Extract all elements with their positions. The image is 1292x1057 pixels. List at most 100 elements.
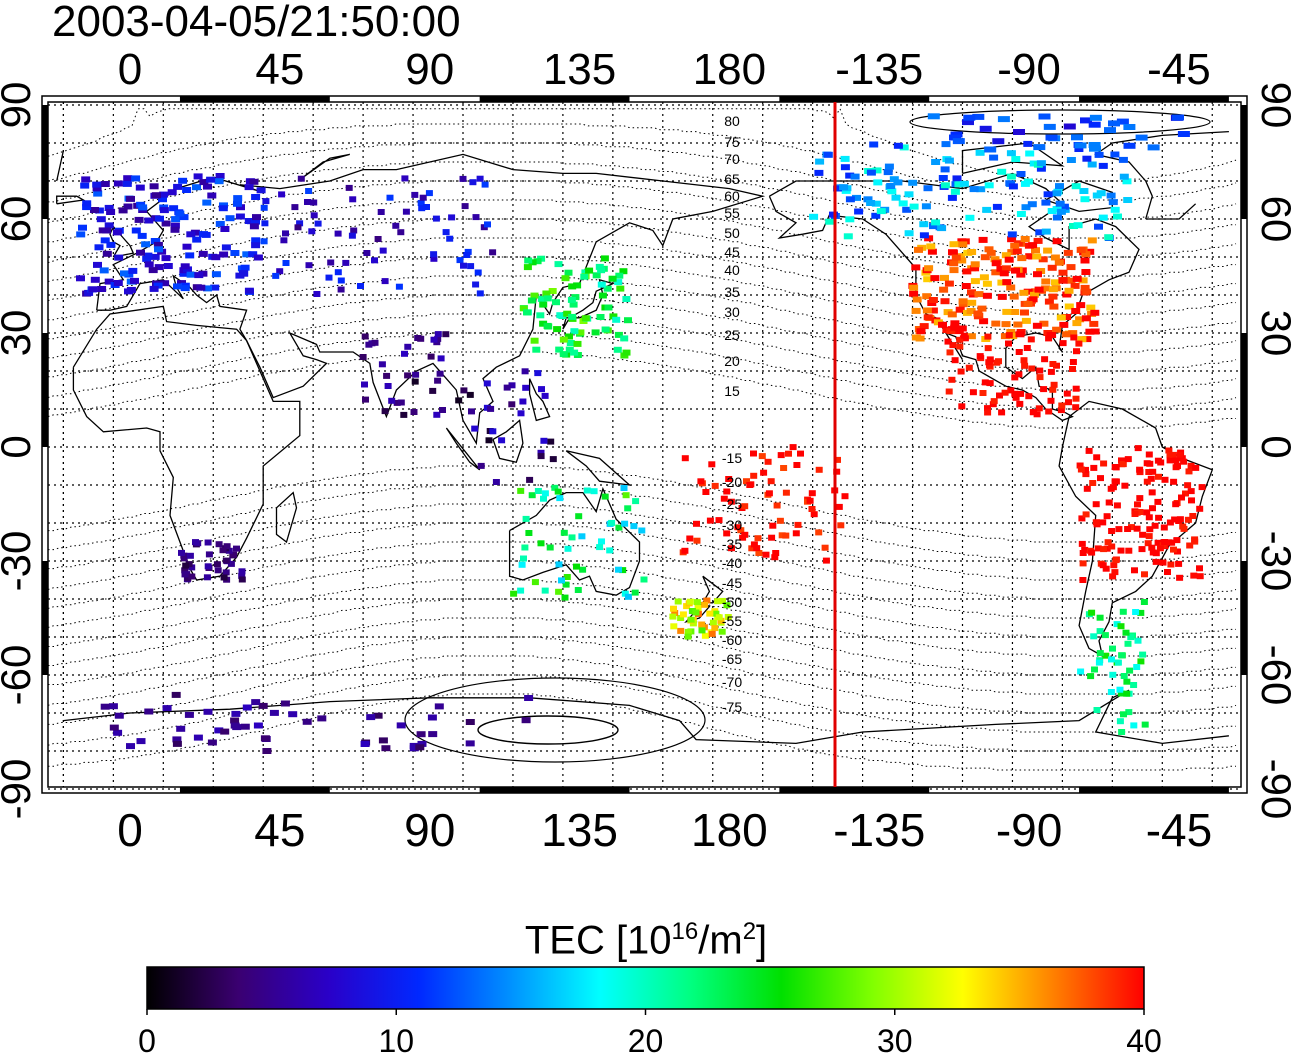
coastline: [56, 130, 1229, 220]
tec-point: [199, 179, 209, 186]
tec-point: [232, 724, 242, 731]
tec-point: [222, 569, 230, 576]
tec-point: [1048, 286, 1058, 293]
tec-point: [1081, 546, 1089, 553]
tec-point: [866, 200, 876, 206]
tec-point: [1161, 539, 1169, 545]
tec-point: [975, 149, 985, 156]
tec-point: [415, 744, 425, 751]
tec-point: [144, 261, 154, 268]
tec-point: [411, 191, 419, 198]
tec-point: [465, 740, 475, 747]
tec-point: [142, 255, 152, 262]
tec-point: [1098, 214, 1108, 221]
tec-point: [815, 529, 823, 536]
tec-point: [302, 718, 312, 725]
tec-point: [215, 173, 225, 179]
tec-point: [743, 478, 750, 485]
tec-point: [833, 185, 843, 192]
tec-point: [1032, 322, 1042, 329]
tec-point: [310, 212, 318, 219]
tec-point: [949, 342, 957, 349]
tec-point: [1068, 330, 1078, 337]
tec-point: [94, 244, 104, 251]
y-tick-labels-left: 90 60 30 0 -30 -60 -90: [0, 82, 39, 820]
tec-point: [909, 203, 919, 210]
tec-point: [1043, 191, 1053, 198]
tec-point: [483, 380, 491, 387]
tec-point: [984, 405, 991, 412]
tec-point: [148, 267, 158, 274]
tec-point: [1148, 489, 1156, 496]
tec-point: [986, 380, 994, 387]
tec-point: [1033, 237, 1043, 244]
tec-point: [251, 237, 261, 244]
tec-point: [1075, 316, 1085, 323]
tec-point: [541, 587, 549, 594]
contour-label: 60: [724, 188, 740, 204]
tec-point: [985, 359, 993, 366]
tec-point: [748, 545, 756, 552]
tec-point: [969, 186, 979, 193]
tec-point: [520, 555, 527, 562]
tec-point: [1049, 332, 1057, 338]
tec-point: [876, 208, 886, 215]
tec-point: [928, 307, 938, 314]
tec-point: [474, 269, 482, 276]
tec-point: [1031, 247, 1040, 254]
tec-point: [958, 241, 968, 248]
contour-label: -65: [722, 651, 742, 667]
tec-point: [464, 248, 472, 255]
tec-point: [997, 293, 1007, 300]
tec-point: [186, 231, 196, 238]
tec-point: [1002, 308, 1012, 315]
tec-point: [1041, 285, 1051, 292]
tec-point: [706, 517, 714, 524]
tec-point: [957, 368, 965, 375]
tec-point: [134, 216, 144, 223]
tec-point: [793, 462, 801, 468]
tec-point: [1012, 248, 1022, 255]
tec-point: [538, 386, 545, 393]
tec-point: [962, 119, 974, 126]
tec-point: [233, 195, 243, 202]
coastline: [302, 153, 350, 178]
tec-point: [930, 275, 940, 282]
coastline: [275, 491, 298, 544]
tec-point: [1043, 247, 1053, 254]
tec-point: [973, 310, 983, 317]
tec-point: [946, 328, 956, 335]
tec-point: [484, 221, 491, 228]
tec-point: [1110, 151, 1120, 158]
tec-point: [84, 289, 94, 296]
tec-point: [631, 589, 639, 596]
tec-point: [1001, 252, 1011, 259]
tec-point: [1081, 269, 1091, 275]
tec-point: [1172, 501, 1180, 508]
tec-point: [694, 605, 702, 611]
tec-point: [523, 264, 532, 271]
tec-point: [615, 524, 623, 531]
tec-point: [711, 482, 719, 489]
tec-point: [1098, 162, 1108, 169]
tec-point: [1130, 722, 1138, 729]
tec-point: [1187, 462, 1195, 469]
y-tick-label-left: -90: [0, 759, 39, 820]
tec-point: [815, 158, 825, 165]
tec-point: [1019, 289, 1029, 296]
tec-point: [1025, 393, 1033, 400]
tec-point: [1043, 123, 1056, 130]
tec-point: [596, 544, 604, 551]
tec-point: [542, 290, 551, 297]
contour-label: -20: [722, 474, 742, 490]
contour-label: -15: [722, 450, 742, 466]
tec-point: [982, 280, 992, 287]
tec-point: [1135, 134, 1148, 141]
tec-point: [153, 282, 163, 289]
tec-point: [472, 214, 480, 221]
tec-point: [201, 231, 211, 238]
tec-point: [1021, 204, 1031, 211]
tec-point: [1011, 156, 1021, 162]
tec-point: [236, 204, 245, 211]
tec-point: [1080, 284, 1090, 291]
